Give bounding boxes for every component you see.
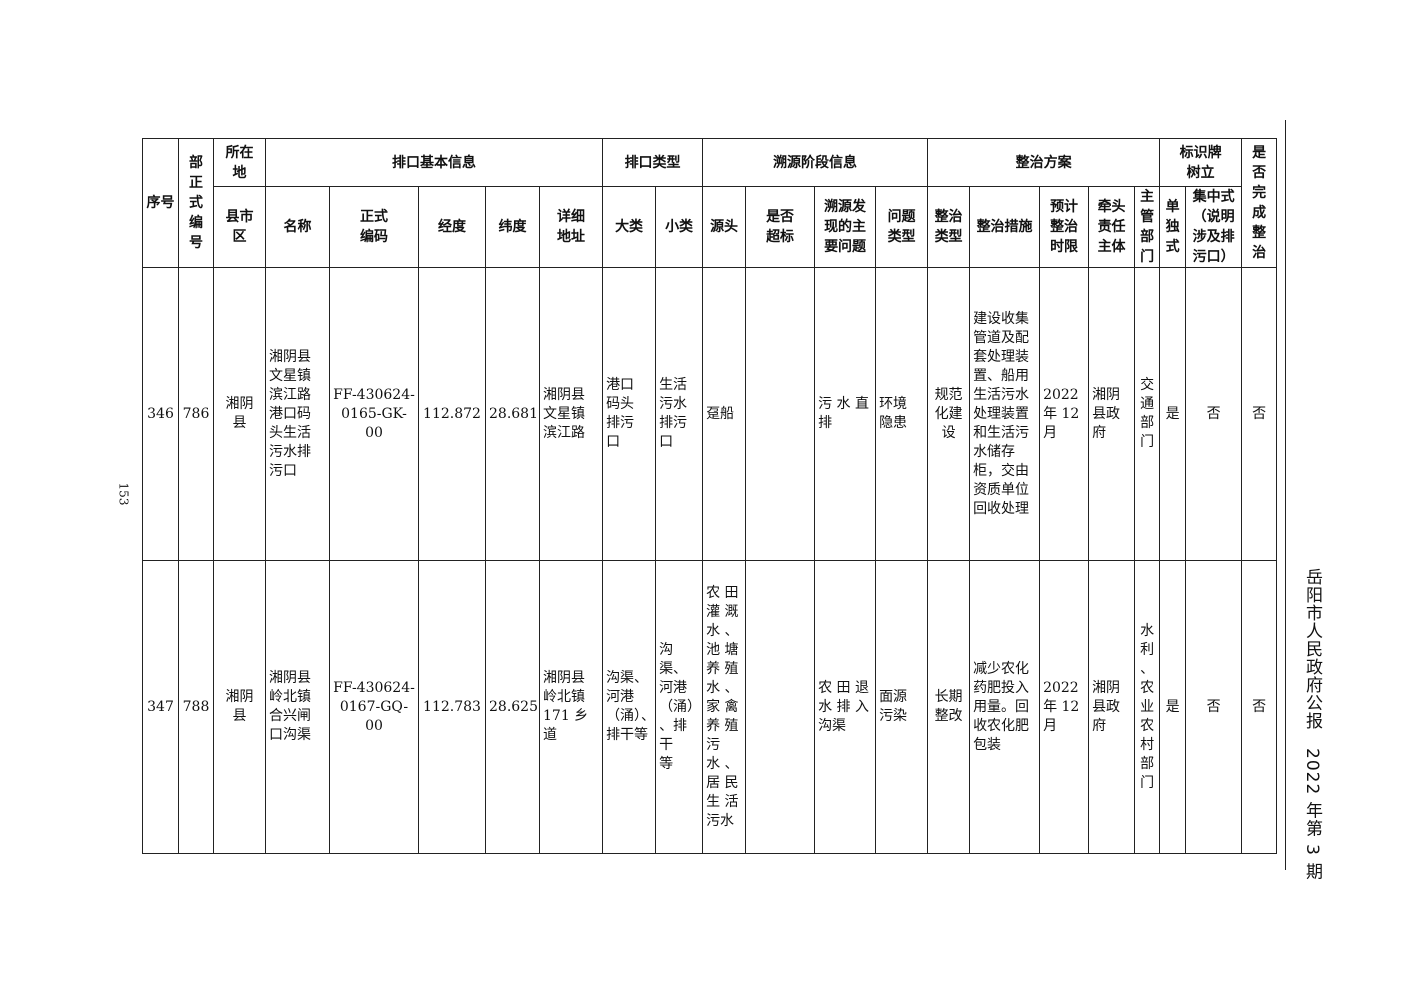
table-cell: 沟渠、 河港 （涌） 、排干 等 bbox=[655, 560, 704, 854]
header-seq: 序号 bbox=[142, 138, 179, 268]
subheader-cell: 小类 bbox=[655, 186, 704, 268]
header-plan: 整治方案 bbox=[927, 138, 1161, 187]
table-cell: 湘阴 县政 府 bbox=[1088, 560, 1136, 854]
table-cell: 建设收集 管道及配 套处理装 置、船用 生活污水 处理装置 和生活污 水储存 柜… bbox=[969, 267, 1041, 561]
table-cell: 长期 整改 bbox=[927, 560, 971, 854]
table-cell: 湘阴 县 bbox=[213, 560, 266, 854]
table-row: 347 788 湘阴 县湘阴县 岭北镇 合兴闸 口沟渠 FF-430624- 0167… bbox=[142, 560, 1278, 854]
table-cell: 面源 污染 bbox=[875, 560, 929, 854]
subheader-cell: 县市 区 bbox=[213, 186, 266, 268]
subheader-cell: 名称 bbox=[265, 186, 330, 268]
table-cell: 否 bbox=[1241, 560, 1278, 854]
table-cell: 786 bbox=[178, 267, 214, 561]
table-cell: 规范 化建 设 bbox=[927, 267, 971, 561]
header-sign: 标识牌 树立 bbox=[1159, 138, 1243, 187]
table-cell: 港口 码头 排污 口 bbox=[602, 267, 657, 561]
subheader-cell: 主 管 部 门 bbox=[1134, 186, 1161, 268]
table-cell: 湘阴 县 bbox=[213, 267, 266, 561]
table-cell: 交 通 部 门 bbox=[1134, 267, 1161, 561]
table-cell: 2022 年 12 月 bbox=[1039, 267, 1090, 561]
table-cell: 否 bbox=[1185, 560, 1243, 854]
table-cell: 112.872 bbox=[418, 267, 486, 561]
table-cell: FF-430624- 0165-GK-00 bbox=[329, 267, 419, 561]
subheader-cell: 预计 整治 时限 bbox=[1039, 186, 1090, 268]
margin-rule bbox=[1285, 120, 1286, 870]
table-cell bbox=[745, 560, 816, 854]
page-number: 153 bbox=[116, 482, 131, 506]
table-cell: 水 利 、 农 业 农 村 部 门 bbox=[1134, 560, 1161, 854]
subheader-cell: 是否 超标 bbox=[745, 186, 816, 268]
subheader-cell: 纬度 bbox=[485, 186, 540, 268]
table-cell: 否 bbox=[1241, 267, 1278, 561]
table-cell: 112.783 bbox=[418, 560, 486, 854]
header-done: 是 否 完 成 整 治 bbox=[1241, 138, 1278, 268]
table-cell: 是 bbox=[1159, 560, 1187, 854]
table-cell: 否 bbox=[1185, 267, 1243, 561]
table-cell bbox=[745, 267, 816, 561]
header-outlet-type: 排口类型 bbox=[602, 138, 704, 187]
subheader-cell: 集中式 （说明 涉及排 污口） bbox=[1185, 186, 1243, 268]
table-cell: FF-430624- 0167-GQ-00 bbox=[329, 560, 419, 854]
subheader-cell: 正式 编码 bbox=[329, 186, 419, 268]
subheader-cell: 整治 类型 bbox=[927, 186, 971, 268]
header-dept-code: 部 正 式 编 号 bbox=[178, 138, 214, 268]
table-cell: 湘阴县 文星镇 滨江路 港口码 头生活 污水排 污口 bbox=[265, 267, 330, 561]
table-cell: 是 bbox=[1159, 267, 1187, 561]
subheader-cell: 溯源发 现的主 要问题 bbox=[814, 186, 877, 268]
subheader-cell: 大类 bbox=[602, 186, 657, 268]
publication-title: 岳阳市人民政府公报 2022 年第 3 期 bbox=[1302, 568, 1322, 881]
table-cell: 农 田 灌 溉 水 、 池 塘 养 殖 水 、 家 禽 养 殖 污 水 、 居 … bbox=[702, 560, 747, 854]
header-location: 所在 地 bbox=[213, 138, 266, 187]
subheader-cell: 源头 bbox=[702, 186, 747, 268]
table-cell: 347 bbox=[142, 560, 179, 854]
header-trace: 溯源阶段信息 bbox=[702, 138, 929, 187]
table-cell: 环境 隐患 bbox=[875, 267, 929, 561]
header-basic-info: 排口基本信息 bbox=[264, 138, 604, 187]
subheader-cell: 牵头 责任 主体 bbox=[1088, 186, 1136, 268]
table-row: 346 786 湘阴 县湘阴县 文星镇 滨江路 港口码 头生活 污水排 污口 FF-4… bbox=[142, 267, 1278, 561]
subheader-cell: 详细 地址 bbox=[538, 186, 604, 268]
table-cell: 生活 污水 排污 口 bbox=[655, 267, 704, 561]
table-cell: 28.681 bbox=[485, 267, 540, 561]
table-cell: 减少农化 药肥投入 用量。回 收农化肥 包装 bbox=[969, 560, 1041, 854]
table-cell: 346 bbox=[142, 267, 179, 561]
table-cell: 趸船 bbox=[702, 267, 747, 561]
subheader-cell: 问题 类型 bbox=[875, 186, 929, 268]
table-cell: 788 bbox=[178, 560, 214, 854]
table-cell: 28.625 bbox=[485, 560, 540, 854]
outlet-table: 序号 部 正 式 编 号 所在 地 排口基本信息 排口类型 溯源阶段信息 整治方… bbox=[142, 138, 1278, 854]
subheader-cell: 整治措施 bbox=[969, 186, 1041, 268]
subheader-cell: 经度 bbox=[418, 186, 486, 268]
table-cell: 湘阴县 岭北镇 合兴闸 口沟渠 bbox=[265, 560, 330, 854]
table-cell: 污 水 直 排 bbox=[814, 267, 877, 561]
table-cell: 湘阴县 岭北镇 171 乡 道 bbox=[538, 560, 604, 854]
subheader-cell: 单 独 式 bbox=[1159, 186, 1187, 268]
table-cell: 湘阴县 文星镇 滨江路 bbox=[538, 267, 604, 561]
table-cell: 2022 年 12 月 bbox=[1039, 560, 1090, 854]
table-cell: 沟渠、 河港 （涌）、 排干等 bbox=[602, 560, 657, 854]
table-cell: 湘阴 县政 府 bbox=[1088, 267, 1136, 561]
table-cell: 农 田 退 水 排 入 沟渠 bbox=[814, 560, 877, 854]
